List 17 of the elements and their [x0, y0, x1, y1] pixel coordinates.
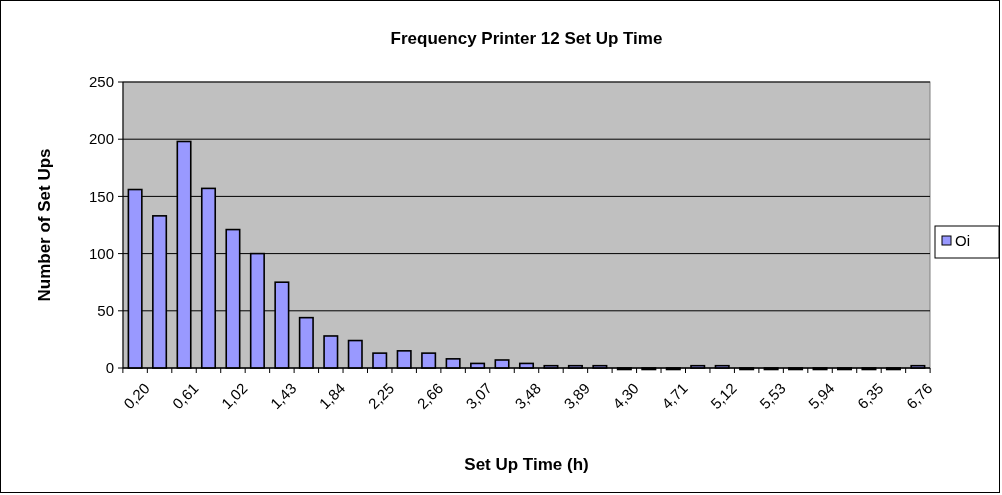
y-tick-label: 200 — [88, 130, 114, 148]
y-tick-label: 50 — [97, 302, 114, 320]
x-tick-label: 0,61 — [168, 379, 202, 413]
x-tick-label: 6,35 — [853, 379, 887, 413]
x-tick-label: 6,76 — [902, 379, 936, 413]
x-tick-label: 4,30 — [609, 379, 642, 413]
y-axis-title: Number of Set Ups — [35, 148, 54, 302]
y-tick-label: 100 — [88, 244, 114, 262]
y-tick-label: 0 — [105, 359, 114, 377]
x-tick-label: 4,71 — [658, 379, 691, 413]
legend-label: Oi — [955, 232, 970, 250]
x-tick-label: 3,89 — [560, 379, 593, 413]
x-axis-title: Set Up Time (h) — [464, 455, 589, 474]
y-tick-label: 150 — [88, 187, 114, 205]
y-tick-label: 250 — [88, 73, 114, 91]
chart-title: Frequency Printer 12 Set Up Time — [390, 29, 663, 48]
x-tick-label: 0,20 — [119, 379, 153, 413]
